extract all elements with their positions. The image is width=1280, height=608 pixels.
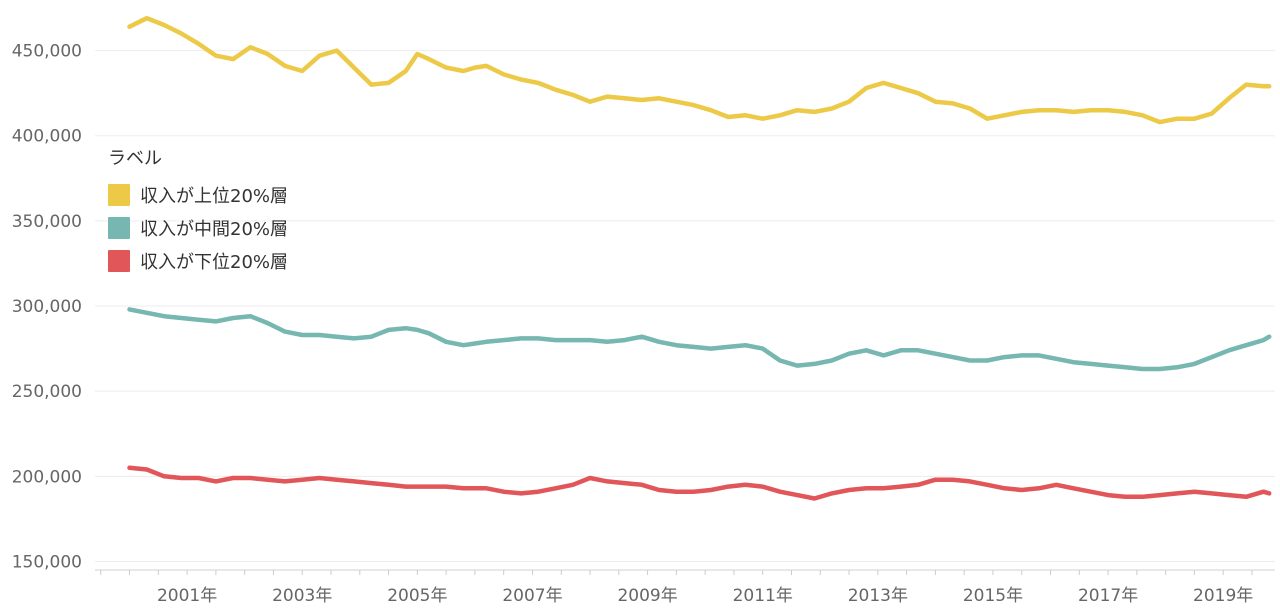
series-line-top[interactable] [127,15,1272,125]
legend-title: ラベル [108,148,162,169]
legend-label-bottom: 収入が下位20%層 [140,251,289,273]
y-tick-label: 450,000 [12,42,82,62]
x-tick-label: 2007年 [502,586,562,606]
legend-swatch-bottom [108,249,130,272]
x-tick-label: 2003年 [272,586,332,606]
series-line-bottom[interactable] [127,465,1272,501]
y-tick-label: 250,000 [12,382,82,402]
x-tick-label: 2011年 [733,586,793,606]
y-tick-label: 400,000 [12,127,82,147]
legend-swatch-middle [108,216,130,239]
x-tick-label: 2017年 [1078,586,1138,606]
legend-item-top[interactable]: 収入が上位20%層 [108,178,288,211]
legend-label-top: 収入が上位20%層 [140,185,289,207]
y-tick-label: 150,000 [12,552,82,572]
legend-item-middle[interactable]: 収入が中間20%層 [108,211,288,244]
legend-swatch-top [108,183,130,206]
legend-label-middle: 収入が中間20%層 [140,218,289,240]
y-tick-label: 200,000 [12,467,82,487]
x-tick-label: 2013年 [848,586,908,606]
x-tick-label: 2015年 [963,586,1023,606]
series-line-middle[interactable] [127,307,1272,372]
x-tick-label: 2019年 [1193,586,1253,606]
y-tick-label: 350,000 [12,212,82,232]
x-tick-label: 2009年 [617,586,677,606]
x-tick-label: 2001年 [157,586,217,606]
series-layer [127,15,1272,501]
grid-layer [95,50,1275,562]
x-tick-label: 2005年 [387,586,447,606]
legend-item-bottom[interactable]: 収入が下位20%層 [108,244,288,277]
y-tick-label: 300,000 [12,297,82,317]
legend: ラベル 収入が上位20%層 収入が中間20%層 収入が下位20%層 [108,144,288,277]
axis-layer: 450,000 400,000 350,000 300,000 250,000 200,0… [12,42,1275,606]
